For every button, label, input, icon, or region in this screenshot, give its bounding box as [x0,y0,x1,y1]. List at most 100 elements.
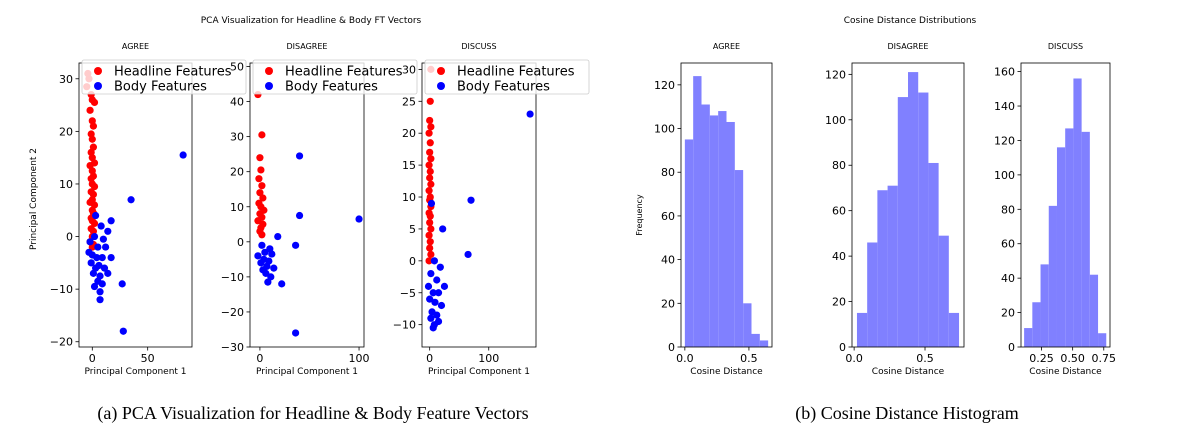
body-point [292,329,300,337]
x-axis-label: Cosine Distance [1029,367,1102,377]
y-tick-label: 0 [237,236,244,249]
hist-bar [918,92,929,347]
pca-figure-title: PCA Visualization for Headline & Body FT… [201,16,422,26]
x-tick-label: 0.25 [1029,352,1054,365]
y-tick-label: 30 [230,131,244,144]
x-tick-label: 0.5 [740,352,758,365]
y-tick-label: 100 [994,169,1015,182]
body-point [274,232,282,241]
headline-point [425,161,433,169]
x-axis-label: Cosine Distance [690,367,763,377]
headline-point [256,189,264,197]
hist-bar [1040,264,1049,347]
x-axis-label: Principal Component 1 [256,367,358,377]
headline-point [259,194,267,202]
body-point [107,217,115,225]
hist-bar [759,340,769,347]
legend-headline-label: Headline Features [457,65,575,80]
headline-point [258,231,266,239]
body-point [264,278,272,286]
hist-bar [1065,128,1074,347]
hist-bar [709,115,719,347]
hist-bar [1089,274,1099,347]
headline-point [426,148,434,156]
legend-box [81,59,247,95]
headline-point [426,244,434,252]
body-point [439,225,447,233]
hist-bar [734,170,744,347]
headline-point [426,167,434,176]
y-tick-label: −20 [50,336,73,349]
legend-headline-marker [437,67,445,75]
x-tick-label: 50 [141,352,155,365]
body-point [99,235,107,243]
y-tick-label: 10 [230,201,244,214]
y-tick-label: 100 [654,123,675,136]
y-tick-label: −10 [50,283,73,296]
headline-point [426,97,434,105]
subplot-1: AGREE −20 −10 0 10 20 30 0 50 Principal Component… [50,42,247,377]
y-tick-label: 80 [832,159,846,172]
headline-point [427,123,435,131]
y-tick-label: 0 [1008,341,1015,354]
body-point [467,196,475,204]
body-point [97,222,105,230]
x-axis-label: Cosine Distance [872,367,945,377]
legend-headline-label: Headline Features [285,65,403,80]
body-point [94,243,102,251]
axes-frame [680,62,773,348]
x-tick-label: 0.50 [1060,352,1085,365]
x-tick-label: 0.75 [1092,352,1117,365]
body-point [426,295,434,303]
body-point [96,296,104,304]
y-tick-label: 0 [668,341,675,354]
y-tick-label: 60 [832,205,846,218]
caption-b: (b) Cosine Distance Histogram [795,403,1018,424]
y-tick-label: 120 [994,134,1015,147]
x-tick-label: 0.0 [845,352,863,365]
body-point [90,232,99,241]
y-tick-label: 140 [994,100,1015,113]
x-tick-label: 0 [426,352,433,365]
hist-bar [1032,302,1041,347]
body-point [86,238,94,246]
body-point [436,263,444,271]
y-tick-label: 40 [661,254,675,267]
x-tick-label: 100 [349,352,370,365]
subplot-title: DISAGREE [888,42,929,51]
hist-bar [726,121,735,347]
body-point [118,280,126,288]
body-point [295,152,304,160]
x-tick-label: 0 [256,352,263,365]
legend-body-label: Body Features [285,80,378,95]
y-tick-label: −5 [400,287,416,300]
y-tick-label: 40 [1001,272,1015,285]
hist-bar [1048,205,1057,347]
headline-point [257,166,265,174]
body-point [101,243,110,251]
headline-point [256,154,264,162]
axes-frame [249,62,365,348]
body-point [104,269,112,277]
subplot-6: DISCUSS 0 20 40 60 80 100 120 140 160 0.25 0.50 0.75… [994,42,1116,377]
caption-a: (a) PCA Visualization for Headline & Bod… [97,403,528,424]
y-tick-label: 80 [1001,203,1015,216]
y-tick-label: 20 [59,125,73,138]
y-tick-label: 50 [230,61,244,74]
headline-point [88,135,96,143]
y-tick-label: 60 [1001,238,1015,251]
legend-box [424,59,590,95]
legend-body-marker [265,82,273,90]
body-point [434,317,443,326]
subplot-title: DISAGREE [287,42,328,51]
headline-point [427,180,435,188]
y-tick-label: 80 [661,166,675,179]
axes-frame [1020,62,1111,348]
headline-point [425,257,433,265]
y-tick-label: 20 [661,297,675,310]
body-point [427,270,435,278]
